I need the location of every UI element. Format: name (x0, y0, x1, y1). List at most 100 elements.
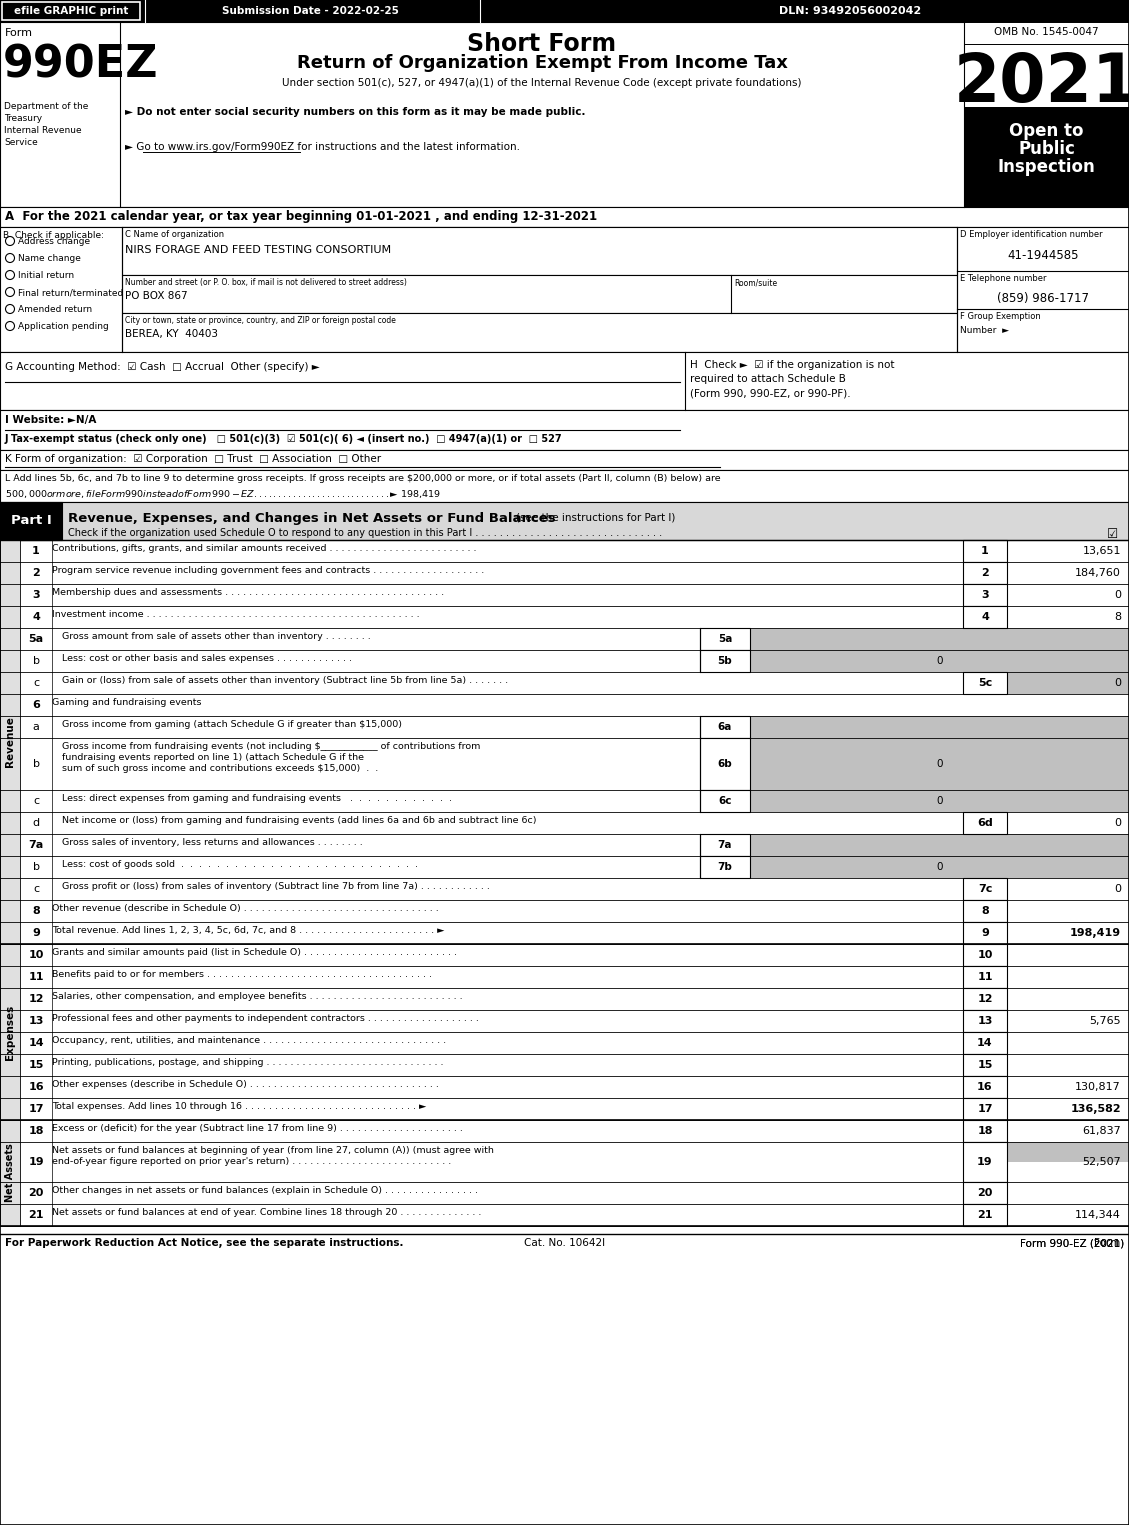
Bar (700, 790, 750, 811)
Text: Net Assets: Net Assets (5, 1144, 15, 1202)
Text: Other expenses (describe in Schedule O) . . . . . . . . . . . . . . . . . . . . : Other expenses (describe in Schedule O) … (52, 1080, 439, 1089)
Text: 7c: 7c (978, 884, 992, 894)
Text: Gross income from gaming (attach Schedule G if greater than $15,000): Gross income from gaming (attach Schedul… (62, 720, 402, 729)
Text: c: c (33, 679, 40, 688)
Text: 12: 12 (978, 994, 992, 1003)
Text: 16: 16 (28, 1083, 44, 1092)
Bar (0, 502, 62, 540)
Text: (Form 990, 990-EZ, or 990-PF).: (Form 990, 990-EZ, or 990-PF). (690, 387, 850, 398)
Text: Net income or (loss) from gaming and fundraising events (add lines 6a and 6b and: Net income or (loss) from gaming and fun… (62, 816, 536, 825)
Text: 0: 0 (1114, 679, 1121, 688)
Text: 0: 0 (936, 862, 943, 872)
Bar (0, 410, 1129, 450)
Text: City or town, state or province, country, and ZIP or foreign postal code: City or town, state or province, country… (125, 316, 396, 325)
Bar (700, 834, 750, 856)
Text: ► Go to www.irs.gov/Form990EZ for instructions and the latest information.: ► Go to www.irs.gov/Form990EZ for instru… (125, 142, 520, 152)
Bar (963, 1182, 1007, 1205)
Bar (963, 605, 1007, 628)
Text: end-of-year figure reported on prior year's return) . . . . . . . . . . . . . . : end-of-year figure reported on prior yea… (52, 1157, 452, 1167)
Text: sum of such gross income and contributions exceeds $15,000)  .  .: sum of such gross income and contributio… (62, 764, 378, 773)
Bar (963, 1205, 1007, 1226)
Bar (0, 207, 1129, 227)
Text: PO BOX 867: PO BOX 867 (125, 291, 187, 300)
Text: c: c (33, 796, 40, 807)
Bar (964, 107, 1129, 207)
Text: Benefits paid to or for members . . . . . . . . . . . . . . . . . . . . . . . . : Benefits paid to or for members . . . . … (52, 970, 432, 979)
Text: Gain or (loss) from sale of assets other than inventory (Subtract line 5b from l: Gain or (loss) from sale of assets other… (62, 676, 508, 685)
Text: Initial return: Initial return (18, 271, 75, 281)
Text: 21: 21 (978, 1209, 992, 1220)
Text: a: a (33, 721, 40, 732)
Text: 52,507: 52,507 (1083, 1157, 1121, 1167)
Text: Other changes in net assets or fund balances (explain in Schedule O) . . . . . .: Other changes in net assets or fund bala… (52, 1186, 478, 1196)
Bar (964, 44, 1129, 107)
Bar (963, 1142, 1129, 1162)
Text: Inspection: Inspection (998, 159, 1095, 175)
Text: Public: Public (1018, 140, 1075, 159)
Text: G Accounting Method:  ☑ Cash  □ Accrual  Other (specify) ►: G Accounting Method: ☑ Cash □ Accrual Ot… (5, 361, 320, 372)
Text: Check if the organization used Schedule O to respond to any question in this Par: Check if the organization used Schedule … (68, 528, 662, 538)
Text: Form: Form (1094, 1238, 1124, 1247)
Text: 20: 20 (978, 1188, 992, 1199)
Bar (0, 1119, 20, 1226)
Text: 0: 0 (1114, 590, 1121, 599)
Text: 0: 0 (936, 656, 943, 666)
Bar (963, 1032, 1007, 1054)
Bar (700, 628, 750, 650)
Text: B  Check if applicable:: B Check if applicable: (3, 230, 104, 239)
Text: 1: 1 (32, 546, 40, 557)
Text: 0: 0 (1114, 884, 1121, 894)
Bar (963, 1010, 1007, 1032)
Text: Salaries, other compensation, and employee benefits . . . . . . . . . . . . . . : Salaries, other compensation, and employ… (52, 991, 463, 1000)
Text: Printing, publications, postage, and shipping . . . . . . . . . . . . . . . . . : Printing, publications, postage, and shi… (52, 1058, 444, 1068)
Text: Contributions, gifts, grants, and similar amounts received . . . . . . . . . . .: Contributions, gifts, grants, and simila… (52, 544, 476, 554)
Text: 6c: 6c (718, 796, 732, 807)
Text: Short Form: Short Form (467, 32, 616, 56)
Text: 5a: 5a (718, 634, 733, 644)
Text: Net assets or fund balances at beginning of year (from line 27, column (A)) (mus: Net assets or fund balances at beginning… (52, 1145, 493, 1154)
Text: 10: 10 (978, 950, 992, 961)
Bar (0, 502, 1129, 540)
Text: For Paperwork Reduction Act Notice, see the separate instructions.: For Paperwork Reduction Act Notice, see … (5, 1238, 403, 1247)
Bar (964, 21, 1129, 44)
Bar (963, 1119, 1007, 1142)
Text: Total expenses. Add lines 10 through 16 . . . . . . . . . . . . . . . . . . . . : Total expenses. Add lines 10 through 16 … (52, 1103, 427, 1112)
Bar (0, 21, 1129, 207)
Text: Under section 501(c), 527, or 4947(a)(1) of the Internal Revenue Code (except pr: Under section 501(c), 527, or 4947(a)(1)… (282, 78, 802, 88)
Text: 17: 17 (28, 1104, 44, 1113)
Bar (963, 1142, 1007, 1182)
Text: Net assets or fund balances at end of year. Combine lines 18 through 20 . . . . : Net assets or fund balances at end of ye… (52, 1208, 481, 1217)
Text: 21: 21 (28, 1209, 44, 1220)
Text: 11: 11 (978, 971, 992, 982)
Text: Revenue: Revenue (5, 717, 15, 767)
Text: L Add lines 5b, 6c, and 7b to line 9 to determine gross receipts. If gross recei: L Add lines 5b, 6c, and 7b to line 9 to … (5, 474, 720, 483)
Text: Number  ►: Number ► (960, 326, 1009, 336)
Text: Expenses: Expenses (5, 1005, 15, 1060)
Text: 7b: 7b (718, 862, 733, 872)
Text: 0: 0 (936, 796, 943, 807)
Text: Grants and similar amounts paid (list in Schedule O) . . . . . . . . . . . . . .: Grants and similar amounts paid (list in… (52, 949, 457, 958)
Bar (963, 811, 1007, 834)
Bar (963, 563, 1007, 584)
Text: 3: 3 (981, 590, 989, 599)
Text: 4: 4 (32, 612, 40, 622)
Text: 20: 20 (28, 1188, 44, 1199)
Text: 13,651: 13,651 (1083, 546, 1121, 557)
Bar (963, 1054, 1007, 1077)
Text: Amended return: Amended return (18, 305, 93, 314)
Text: 198,419: 198,419 (1070, 929, 1121, 938)
Text: 136,582: 136,582 (1070, 1104, 1121, 1113)
Text: Number and street (or P. O. box, if mail is not delivered to street address): Number and street (or P. O. box, if mail… (125, 278, 406, 287)
Text: E Telephone number: E Telephone number (960, 274, 1047, 284)
Bar (2, 2, 140, 20)
Bar (963, 673, 1007, 694)
Text: 0: 0 (936, 759, 943, 769)
Text: 9: 9 (981, 929, 989, 938)
Bar (750, 834, 1129, 856)
Text: Application pending: Application pending (18, 322, 108, 331)
Text: Return of Organization Exempt From Income Tax: Return of Organization Exempt From Incom… (297, 53, 787, 72)
Text: 130,817: 130,817 (1075, 1083, 1121, 1092)
Bar (750, 738, 1129, 790)
Text: Internal Revenue: Internal Revenue (5, 127, 81, 136)
Bar (963, 1077, 1007, 1098)
